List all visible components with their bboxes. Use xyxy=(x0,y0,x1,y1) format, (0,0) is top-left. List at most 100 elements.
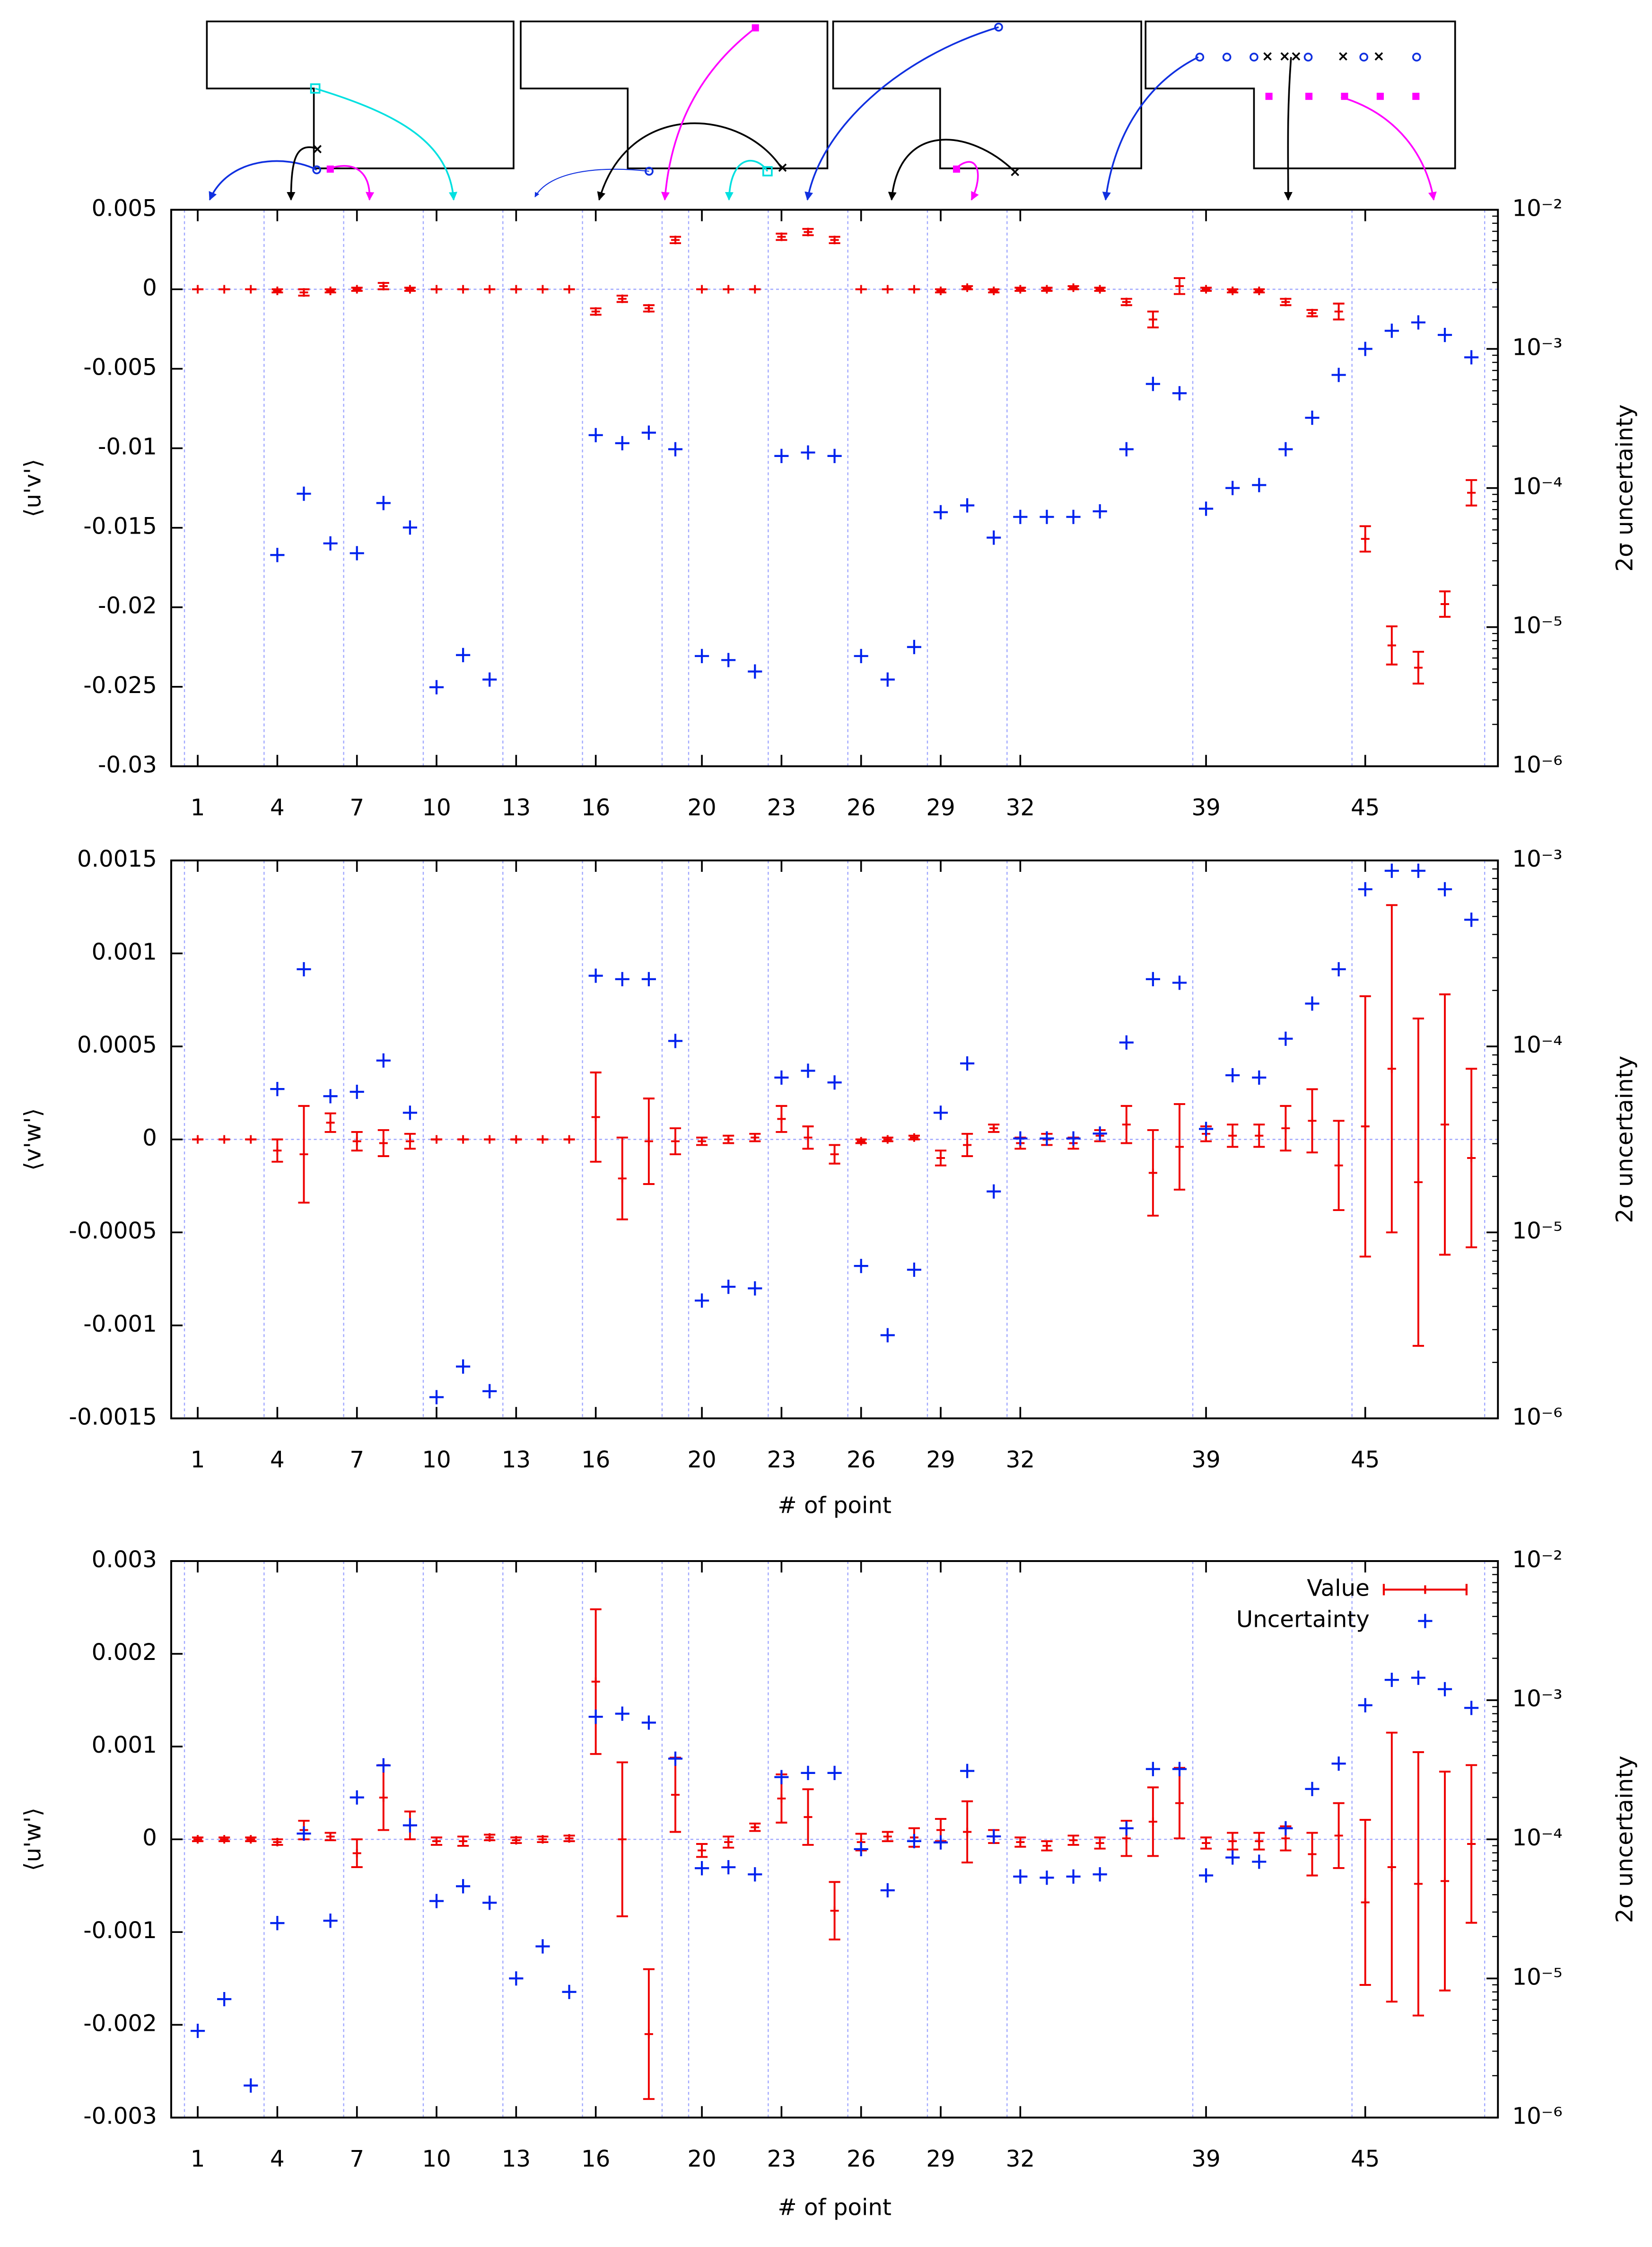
uncertainty-point xyxy=(907,1263,921,1277)
uncertainty-point xyxy=(270,1916,285,1931)
error-bar xyxy=(829,1881,840,1940)
error-bar xyxy=(1466,1764,1477,1924)
arrow xyxy=(1102,56,1199,201)
error-bar xyxy=(1014,1836,1026,1848)
uncertainty-point xyxy=(429,1390,444,1404)
error-bar xyxy=(1359,1819,1371,1986)
error-bar xyxy=(882,1831,893,1843)
x-tick-label: 26 xyxy=(847,2146,875,2172)
uncertainty-point xyxy=(1278,1821,1293,1835)
error-bar xyxy=(351,1838,363,1868)
arrow xyxy=(209,160,317,201)
uncertainty-point xyxy=(1464,350,1479,365)
y-tick-label: -0.01 xyxy=(98,434,157,460)
error-bar xyxy=(430,1836,443,1846)
y2-axis-label: 2σ uncertainty xyxy=(1612,1755,1638,1923)
x-axis-label: # of point xyxy=(778,1492,892,1518)
x-tick-label: 20 xyxy=(687,2146,716,2172)
error-bar xyxy=(961,1800,973,1864)
x-tick-label: 13 xyxy=(502,1447,531,1473)
x-tick-label: 4 xyxy=(270,1447,285,1473)
uncertainty-point xyxy=(1411,1670,1425,1685)
uncertainty-point xyxy=(1384,1673,1399,1687)
uncertainty-point xyxy=(694,649,709,663)
error-bar xyxy=(1359,995,1371,1258)
uncertainty-point xyxy=(880,1883,895,1898)
error-bar xyxy=(616,294,628,303)
error-bar xyxy=(669,1127,682,1156)
error-bar xyxy=(1306,308,1318,317)
error-bar xyxy=(829,1144,840,1165)
y-tick-label: -0.003 xyxy=(83,2103,157,2129)
uncertainty-point xyxy=(960,1056,975,1071)
uncertainty-point xyxy=(482,1896,497,1910)
error-bar xyxy=(988,1124,1000,1133)
uncertainty-point xyxy=(748,1867,762,1882)
uncertainty-point xyxy=(1464,1701,1479,1715)
error-bar xyxy=(882,1135,893,1144)
error-bar xyxy=(219,1835,230,1844)
error-bar xyxy=(590,1608,602,1755)
error-bar xyxy=(537,285,549,294)
uncertainty-point xyxy=(270,1082,285,1097)
y2-tick-label: 10⁻³ xyxy=(1512,846,1562,872)
uncertainty-point xyxy=(350,546,364,561)
error-bar xyxy=(1173,277,1186,295)
y-tick-label: -0.001 xyxy=(83,1311,157,1337)
error-bar xyxy=(457,1135,469,1144)
uncertainty-point xyxy=(1119,1035,1134,1050)
arrow xyxy=(725,160,769,201)
domain-outline xyxy=(1145,20,1456,169)
uncertainty-point xyxy=(1331,962,1346,977)
x-tick-label: 4 xyxy=(270,794,285,821)
error-bar xyxy=(723,1835,734,1849)
error-bar xyxy=(1333,1120,1345,1211)
uncertainty-point xyxy=(350,1790,364,1805)
y2-tick-label: 10⁻⁶ xyxy=(1512,752,1562,778)
uncertainty-point xyxy=(1013,509,1028,524)
uncertainty-point xyxy=(721,1280,736,1294)
error-bar xyxy=(1306,1088,1318,1154)
arrow xyxy=(1340,96,1437,201)
uncertainty-point xyxy=(615,436,629,450)
error-bar xyxy=(245,1835,257,1844)
y2-tick-label: 10⁻⁵ xyxy=(1512,1218,1562,1244)
y2-tick-label: 10⁻³ xyxy=(1512,334,1562,361)
uncertainty-point xyxy=(1172,975,1187,990)
uncertainty-point xyxy=(350,1084,364,1099)
y2-tick-label: 10⁻² xyxy=(1512,1546,1562,1573)
error-bar xyxy=(484,1135,496,1144)
uncertainty-point xyxy=(535,1939,550,1954)
uncertainty-point xyxy=(456,1879,471,1894)
uncertainty-point xyxy=(774,1070,789,1085)
error-bar xyxy=(643,304,655,313)
error-bar xyxy=(1173,1103,1186,1191)
uncertainty-point xyxy=(748,664,762,679)
uncertainty-point xyxy=(1225,481,1240,495)
uncertainty-point xyxy=(774,1770,789,1784)
probe-row xyxy=(1265,93,1420,100)
x-tick-label: 39 xyxy=(1191,794,1220,821)
domain-outline xyxy=(206,20,515,169)
x-tick-label: 7 xyxy=(350,1447,364,1473)
y2-tick-label: 10⁻³ xyxy=(1512,1685,1562,1712)
y2-axis-label: 2σ uncertainty xyxy=(1612,404,1638,572)
arrow xyxy=(1284,57,1293,201)
uncertainty-point xyxy=(1040,1131,1054,1146)
uncertainty-point xyxy=(429,1894,444,1908)
uncertainty-point xyxy=(1172,386,1187,401)
y-tick-label: -0.025 xyxy=(83,672,157,699)
x-tick-label: 10 xyxy=(422,794,451,821)
uncertainty-point xyxy=(1384,863,1399,878)
uncertainty-point xyxy=(1305,1782,1320,1796)
error-bar xyxy=(908,285,920,294)
uncertainty-point xyxy=(1411,863,1425,878)
error-bar xyxy=(1041,285,1053,294)
error-bar xyxy=(484,1833,496,1842)
y-tick-label: 0.0015 xyxy=(77,846,157,872)
error-bar xyxy=(643,1968,655,2100)
uncertainty-point xyxy=(1464,913,1479,927)
x-tick-label: 13 xyxy=(502,2146,531,2172)
